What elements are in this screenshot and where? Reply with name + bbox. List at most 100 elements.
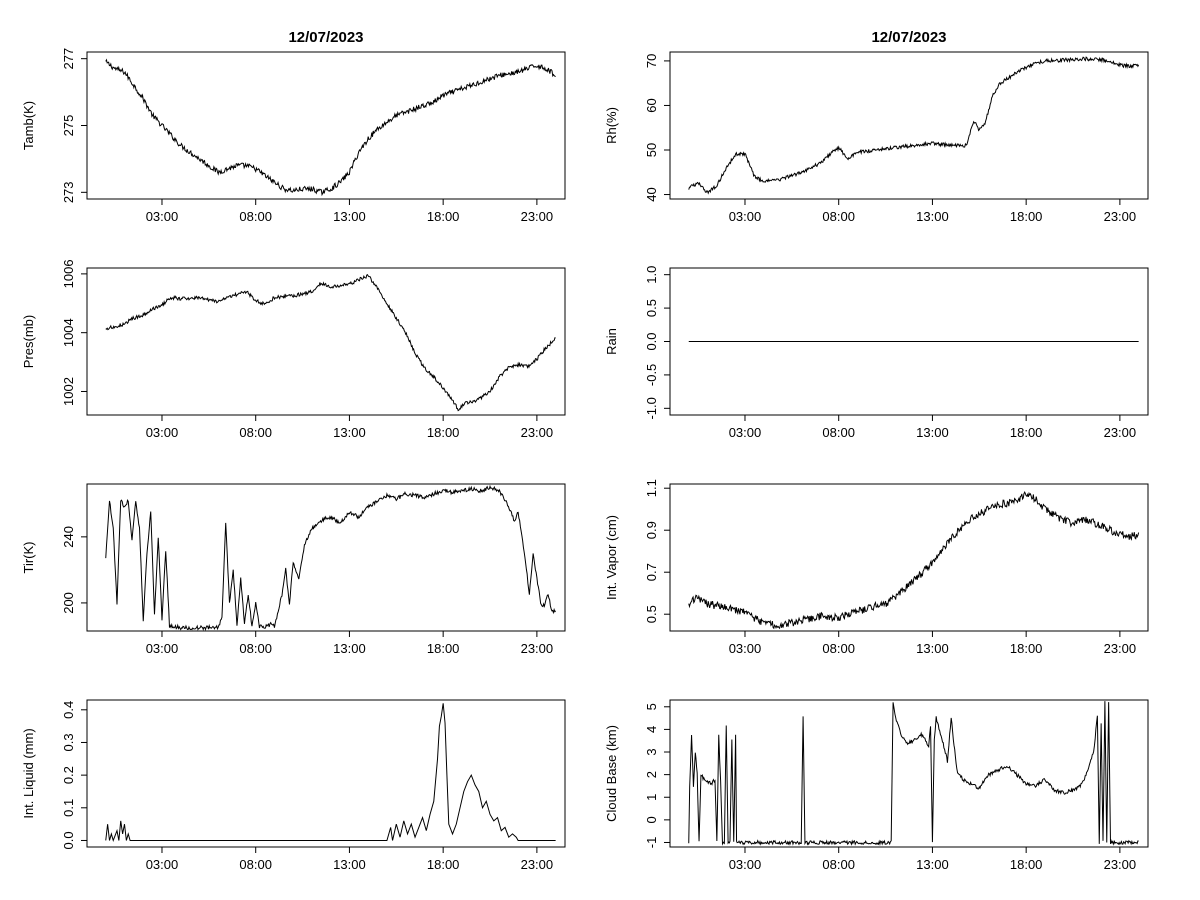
x-tick-label-liquid: 13:00 xyxy=(333,857,366,872)
y-tick-label-liquid: 0.2 xyxy=(61,766,76,784)
chart-tir: 03:00 08:00 13:00 18:00 23:00 200 240 xyxy=(61,484,557,656)
x-tick-label-cloud: 23:00 xyxy=(1104,857,1137,872)
x-tick-label-rh: 03:00 xyxy=(729,209,762,224)
x-tick-label-rh: 18:00 xyxy=(1010,209,1043,224)
plot-frame-tir xyxy=(86,483,566,632)
x-tick-label-liquid: 08:00 xyxy=(239,857,272,872)
series-line-tir xyxy=(105,484,557,632)
y-tick-label-cloud: 5 xyxy=(644,703,659,710)
y-tick-label-cloud: 3 xyxy=(644,748,659,755)
x-tick-label-liquid: 23:00 xyxy=(521,857,554,872)
x-tick-label-cloud: 13:00 xyxy=(916,857,949,872)
y-tick-label-cloud: 4 xyxy=(644,726,659,733)
chart-title-tamb: 12/07/2023 xyxy=(288,29,363,46)
series-line-liquid xyxy=(105,703,556,843)
y-tick-label-rain: 0.0 xyxy=(644,332,659,350)
y-axis-label-cloud: Cloud Base (km) xyxy=(604,725,619,822)
x-tick-label-tamb: 18:00 xyxy=(427,209,460,224)
x-tick-label-rh: 13:00 xyxy=(916,209,949,224)
series-line-tamb xyxy=(105,58,556,197)
x-tick-label-rain: 13:00 xyxy=(916,425,949,440)
y-tick-label-liquid: 0.4 xyxy=(61,701,76,719)
plot-frame-vapor xyxy=(669,483,1149,632)
x-tick-label-rain: 23:00 xyxy=(1104,425,1137,440)
chart-rh: 03:00 08:00 13:00 18:00 23:00 40 50 60 70 xyxy=(644,54,1140,224)
x-tick-label-rh: 08:00 xyxy=(822,209,855,224)
y-axis-label-pres: Pres(mb) xyxy=(21,315,36,368)
y-tick-label-tamb: 277 xyxy=(61,48,76,70)
x-tick-label-vapor: 13:00 xyxy=(916,641,949,656)
x-tick-label-rain: 18:00 xyxy=(1010,425,1043,440)
x-tick-label-rh: 23:00 xyxy=(1104,209,1137,224)
x-tick-label-tamb: 03:00 xyxy=(146,209,179,224)
plot-frame-rh xyxy=(669,51,1149,200)
y-tick-label-rh: 60 xyxy=(644,98,659,112)
y-axis-label-liquid: Int. Liquid (mm) xyxy=(21,728,36,818)
x-tick-label-pres: 03:00 xyxy=(146,425,179,440)
chart-liquid: 03:00 08:00 13:00 18:00 23:00 0.0 0.1 0.2 0.3 0.4 xyxy=(61,701,556,872)
y-tick-label-tir: 200 xyxy=(61,592,76,614)
y-tick-label-rain: 1.0 xyxy=(644,266,659,284)
y-tick-label-rain: -0.5 xyxy=(644,364,659,386)
x-tick-label-pres: 08:00 xyxy=(239,425,272,440)
x-tick-label-tir: 23:00 xyxy=(521,641,554,656)
y-tick-label-cloud: 2 xyxy=(644,771,659,778)
y-tick-label-cloud: 0 xyxy=(644,816,659,823)
y-tick-label-liquid: 0.3 xyxy=(61,733,76,751)
x-tick-label-pres: 18:00 xyxy=(427,425,460,440)
x-tick-label-tir: 13:00 xyxy=(333,641,366,656)
x-tick-label-tamb: 13:00 xyxy=(333,209,366,224)
series-line-rh xyxy=(688,56,1140,195)
x-tick-label-rain: 03:00 xyxy=(729,425,762,440)
series-line-pres xyxy=(105,273,556,412)
x-tick-label-vapor: 03:00 xyxy=(729,641,762,656)
y-tick-label-tir: 240 xyxy=(61,526,76,548)
y-tick-label-vapor: 0.9 xyxy=(644,521,659,539)
y-tick-label-vapor: 0.7 xyxy=(644,563,659,581)
y-tick-label-rain: 0.5 xyxy=(644,299,659,317)
x-tick-label-vapor: 08:00 xyxy=(822,641,855,656)
y-tick-label-rh: 70 xyxy=(644,54,659,68)
x-tick-label-pres: 23:00 xyxy=(521,425,554,440)
x-tick-label-liquid: 18:00 xyxy=(427,857,460,872)
y-axis-label-vapor: Int. Vapor (cm) xyxy=(604,515,619,600)
x-tick-label-tir: 03:00 xyxy=(146,641,179,656)
plot-frame-pres xyxy=(86,267,566,416)
y-axis-label-rain: Rain xyxy=(604,328,619,355)
x-tick-label-rain: 08:00 xyxy=(822,425,855,440)
x-tick-label-tir: 08:00 xyxy=(239,641,272,656)
chart-title-rh: 12/07/2023 xyxy=(871,29,946,46)
plot-frame-liquid xyxy=(86,699,566,848)
y-tick-label-pres: 1002 xyxy=(61,377,76,406)
x-tick-label-vapor: 18:00 xyxy=(1010,641,1043,656)
y-tick-label-vapor: 1.1 xyxy=(644,479,659,497)
y-axis-label-tir: Tir(K) xyxy=(21,541,36,573)
y-tick-label-pres: 1004 xyxy=(61,318,76,347)
y-tick-label-pres: 1006 xyxy=(61,259,76,288)
y-tick-label-tamb: 273 xyxy=(61,181,76,203)
x-tick-label-tir: 18:00 xyxy=(427,641,460,656)
y-tick-label-cloud: -1 xyxy=(644,837,659,849)
y-tick-label-rh: 50 xyxy=(644,143,659,157)
y-tick-label-liquid: 0.0 xyxy=(61,831,76,849)
x-tick-label-tamb: 08:00 xyxy=(239,209,272,224)
x-tick-label-cloud: 18:00 xyxy=(1010,857,1043,872)
chart-rain: 03:00 08:00 13:00 18:00 23:00 -1.0 -0.5 0.0 0.5 1… xyxy=(644,266,1139,440)
chart-vapor: 03:00 08:00 13:00 18:00 23:00 0.5 0.7 0.9 1.1 xyxy=(644,479,1140,656)
y-axis-label-rh: Rh(%) xyxy=(604,107,619,144)
y-tick-label-rain: -1.0 xyxy=(644,397,659,419)
y-tick-label-tamb: 275 xyxy=(61,115,76,137)
x-tick-label-cloud: 08:00 xyxy=(822,857,855,872)
series-line-vapor xyxy=(688,491,1140,630)
chart-pres: 03:00 08:00 13:00 18:00 23:00 1002 1004 1006 xyxy=(61,259,556,440)
x-tick-label-pres: 13:00 xyxy=(333,425,366,440)
plot-frame-cloud xyxy=(669,699,1149,848)
x-tick-label-vapor: 23:00 xyxy=(1104,641,1137,656)
y-tick-label-cloud: 1 xyxy=(644,794,659,801)
series-line-cloud xyxy=(688,701,1139,847)
y-axis-label-tamb: Tamb(K) xyxy=(21,101,36,150)
x-tick-label-cloud: 03:00 xyxy=(729,857,762,872)
y-tick-label-vapor: 0.5 xyxy=(644,605,659,623)
